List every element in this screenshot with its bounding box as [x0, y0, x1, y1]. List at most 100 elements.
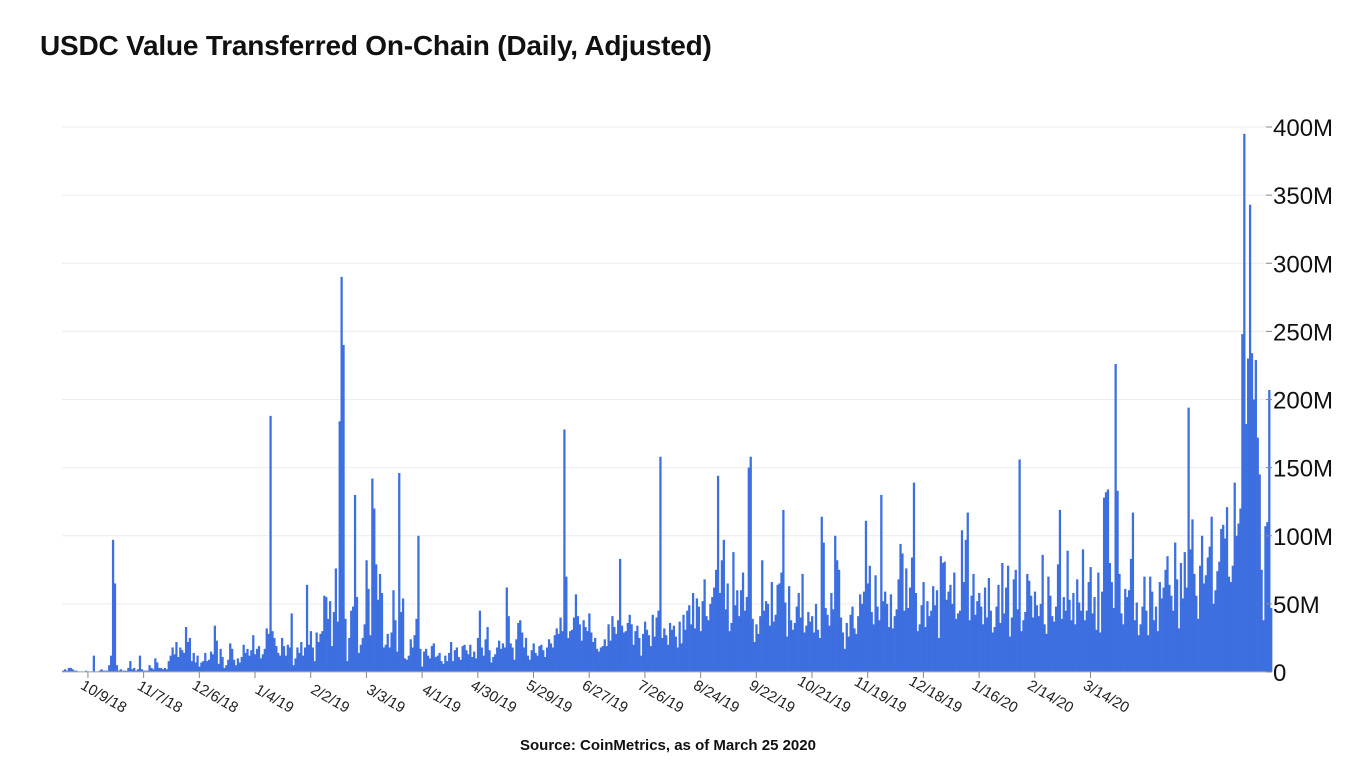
bar: [296, 647, 299, 672]
bar: [1208, 546, 1211, 672]
bar: [1254, 359, 1257, 672]
bar: [465, 650, 468, 672]
bar: [1126, 597, 1129, 672]
y-tick-label: 150M: [1273, 456, 1333, 483]
bar: [974, 614, 977, 672]
bar: [628, 614, 631, 672]
bar: [1168, 584, 1171, 672]
bar: [611, 616, 614, 672]
bar: [816, 629, 820, 672]
bar: [473, 651, 476, 672]
bar: [565, 576, 568, 673]
bar: [167, 661, 170, 672]
bar: [859, 594, 862, 672]
bar: [348, 637, 351, 672]
bar: [668, 622, 672, 672]
bar: [307, 644, 311, 672]
bar: [328, 601, 332, 672]
bar: [1133, 620, 1136, 672]
bar: [638, 637, 641, 672]
bar: [1260, 569, 1263, 672]
bar: [855, 633, 858, 672]
bar: [947, 591, 950, 672]
bar: [1218, 561, 1221, 672]
bar: [632, 644, 635, 672]
bar: [121, 670, 124, 672]
bar: [1114, 364, 1117, 672]
bar: [595, 648, 599, 672]
bar: [1083, 620, 1087, 672]
bar: [202, 661, 205, 672]
bar: [828, 625, 831, 672]
bar: [409, 639, 412, 672]
bar: [1085, 610, 1088, 672]
bar: [288, 647, 291, 672]
bar: [586, 631, 589, 673]
bar: [569, 631, 572, 673]
bar: [1014, 569, 1017, 672]
bar: [1091, 613, 1094, 672]
bar: [776, 584, 779, 672]
bar: [346, 661, 349, 672]
bar: [158, 667, 161, 672]
bar: [275, 646, 278, 672]
bar: [926, 601, 929, 672]
bar: [557, 633, 560, 672]
bar: [1078, 602, 1081, 672]
bar: [411, 647, 414, 672]
bar: [428, 658, 432, 673]
bar: [538, 646, 541, 672]
bar: [985, 617, 989, 672]
bar: [751, 618, 754, 672]
x-tick-label: 4/30/19: [468, 677, 520, 717]
bar: [1095, 629, 1098, 672]
x-tick-label: 6/27/19: [579, 677, 631, 717]
bar: [864, 520, 868, 672]
bar: [102, 670, 105, 672]
bar: [713, 587, 716, 672]
bar: [839, 617, 843, 672]
bar: [225, 665, 228, 672]
bar: [1177, 628, 1181, 672]
bar: [1033, 591, 1037, 672]
bar: [432, 643, 435, 672]
bar: [453, 650, 457, 672]
bar: [1076, 579, 1079, 672]
bar: [572, 617, 576, 672]
bar: [317, 642, 320, 672]
bar: [280, 637, 284, 672]
bar: [300, 642, 303, 672]
bar: [736, 590, 739, 672]
bar: [1070, 620, 1073, 672]
bar: [930, 610, 933, 672]
x-tick-label: 8/24/19: [690, 677, 742, 717]
bar: [1195, 595, 1198, 672]
bar: [400, 612, 403, 672]
bar: [469, 644, 472, 672]
bar: [732, 552, 735, 672]
bar: [1101, 591, 1104, 672]
bar: [793, 622, 797, 672]
bar: [730, 622, 733, 672]
bar: [1118, 573, 1121, 672]
bar: [667, 644, 670, 672]
bar: [438, 652, 441, 672]
bar: [309, 631, 313, 673]
bar: [142, 670, 145, 672]
bar: [757, 633, 760, 672]
bar: [897, 579, 900, 672]
bar: [1212, 603, 1215, 673]
bar: [528, 659, 531, 672]
bar: [763, 610, 766, 672]
bar: [474, 658, 478, 673]
bar: [1012, 579, 1015, 672]
bar: [630, 624, 633, 672]
bar: [1237, 523, 1240, 672]
bar: [620, 625, 624, 672]
bar: [478, 610, 482, 672]
bar: [540, 644, 543, 672]
x-tick-label: 3/14/20: [1080, 677, 1132, 717]
bar: [259, 658, 263, 673]
chart-title: USDC Value Transferred On-Chain (Daily, …: [40, 30, 712, 61]
bar: [747, 467, 750, 673]
